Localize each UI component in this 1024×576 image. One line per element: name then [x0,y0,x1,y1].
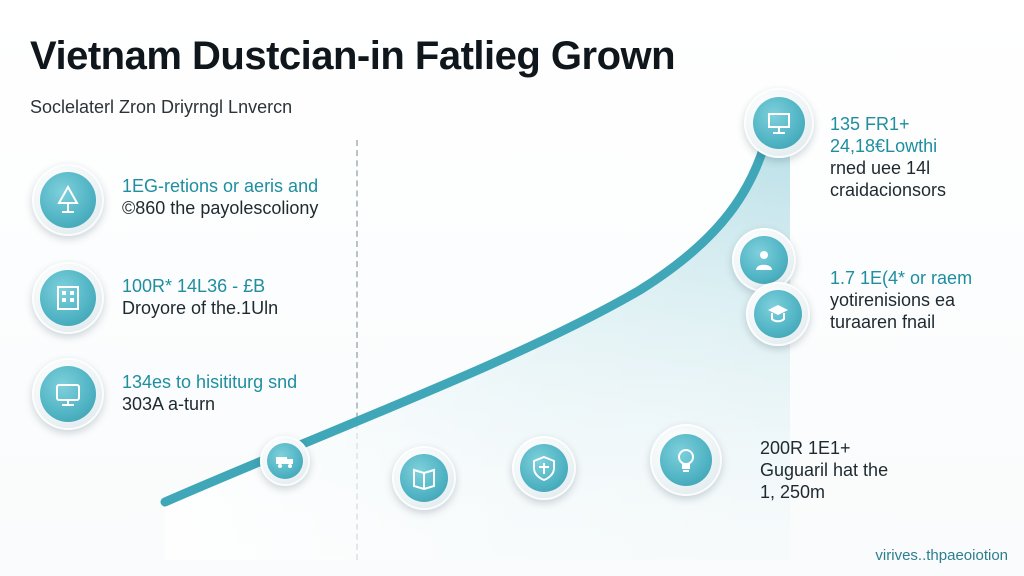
right-stat-1-line-2: rned uee 14l [830,157,931,178]
left-stat-1-text: ©860 the payolescoliony [122,197,319,218]
dashed-divider [356,140,358,560]
footer-source: virives..thpaeoiotion [875,547,1008,564]
presentation-icon [768,113,790,134]
building-node [32,262,104,334]
truck-icon [276,457,293,468]
left-stat-3-highlight: 134es to hisititurg snd [122,372,298,392]
curve-node-2 [392,446,456,510]
left-stat-1: 1EG-retions or aeris and ©860 the payole… [122,176,318,220]
left-stat-2-text: Droyore of the.1Uln [122,297,279,318]
right-stat-3-line-2: 1, 250m [760,481,826,502]
lightbulb-icon [678,449,694,472]
right-stat-2-highlight: 1.7 1E(4* or raem [830,268,973,288]
right-stat-3-highlight: 200R 1E1+ [760,438,851,458]
right-stat-2-line-1: yotirenisions ea [830,289,956,310]
lamp-icon [57,184,79,213]
left-stat-2: 100R* 14L36 - £B Droyore of the.1Uln [122,276,278,320]
right-stat-1-line-3: craidacionsors [830,179,947,200]
right-stat-3-line-1: Guguaril hat the [760,459,889,480]
right-stat-2: 1.7 1E(4* or raem yotirenisions ea turaa… [830,268,972,334]
teacher-icon [756,251,772,270]
monitor-node [32,358,104,430]
right-node-top [744,88,814,158]
monitor-icon [56,384,80,406]
growth-area-fade [165,125,790,560]
book-icon [413,468,435,491]
left-stat-2-highlight: 100R* 14L36 - £B [122,276,266,296]
building-icon [57,286,79,310]
right-stat-1-highlight: 135 FR1+ [830,114,910,134]
left-stat-3-text: 303A a-turn [122,393,216,414]
shield-icon [533,455,555,482]
left-stat-1-highlight: 1EG-retions or aeris and [122,176,319,196]
left-stat-3: 134es to hisititurg snd 303A a-turn [122,372,297,416]
right-stat-3: 200R 1E1+ Guguaril hat the 1, 250m [760,438,888,504]
page-title: Vietnam Dustcian-in Fatlieg Grown [30,34,676,78]
right-node-middle [732,228,796,292]
right-node-lower [746,282,810,346]
curve-node-4 [650,424,722,496]
page-subtitle: Soclelaterl Zron Driyrngl Lnvercn [30,97,293,117]
right-stat-2-line-2: turaaren fnail [830,311,936,332]
curve-node-1 [260,436,310,486]
lamp-node [32,164,104,236]
curve-node-3 [512,436,576,500]
right-stat-1: 135 FR1+ 24,18€Lowthi rned uee 14l craid… [830,114,946,202]
right-stat-1-line-1: 24,18€Lowthi [830,135,938,156]
student-icon [768,305,788,323]
